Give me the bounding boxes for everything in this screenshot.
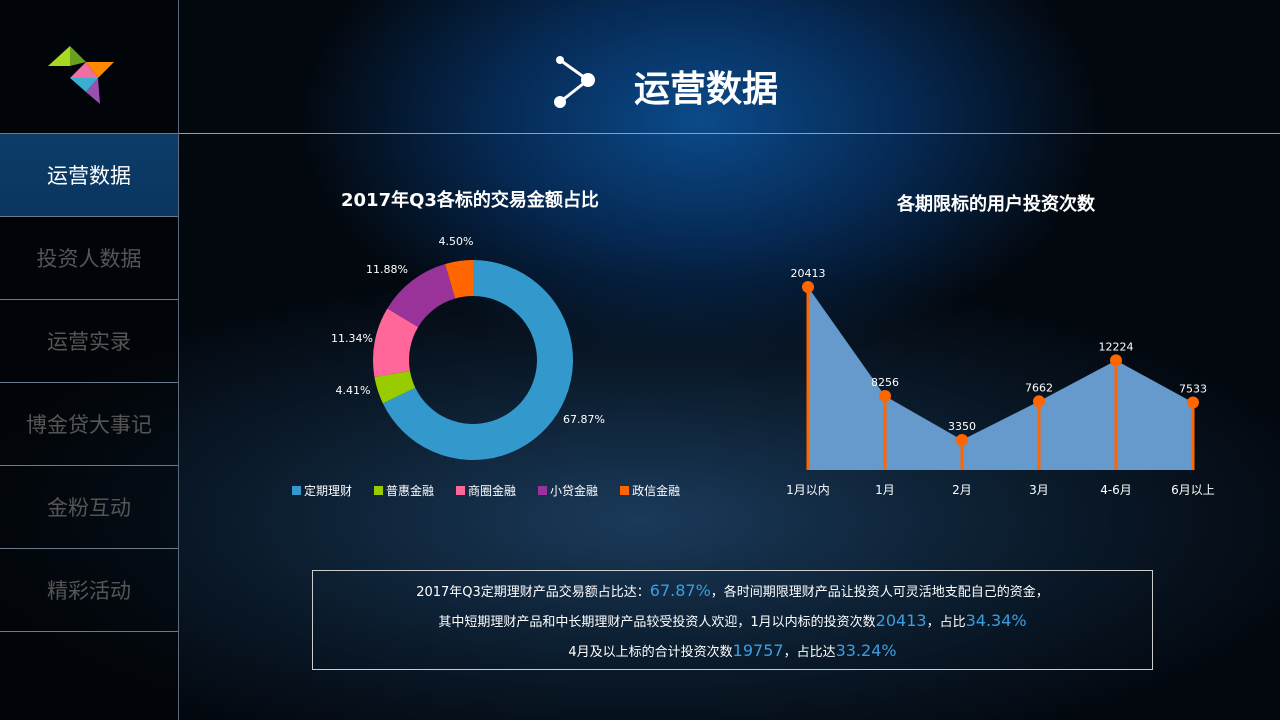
nav-divider	[0, 631, 178, 632]
summary-text: ，各时间期限理财产品让投资人可灵活地支配自己的资金，	[710, 585, 1049, 600]
legend-swatch	[538, 486, 548, 495]
summary-highlight: 33.24%	[835, 641, 897, 660]
summary-highlight: 34.34%	[965, 611, 1027, 630]
summary-highlight: 19757	[732, 641, 784, 660]
donut-slice	[373, 308, 419, 378]
page-title: 运营数据	[634, 69, 779, 110]
summary-highlight: 20413	[875, 611, 927, 630]
slice-label: 4.41%	[336, 384, 371, 397]
sidebar-item[interactable]: 投资人数据	[0, 216, 178, 299]
area-chart-title: 各期限标的用户投资次数	[897, 194, 1095, 215]
sidebar-item[interactable]: 精彩活动	[0, 548, 178, 631]
slice-label: 4.50%	[439, 235, 474, 248]
donut-slice	[387, 263, 456, 328]
slice-label: 67.87%	[563, 413, 605, 426]
legend-swatch	[620, 486, 630, 495]
legend-swatch	[456, 486, 466, 495]
summary-text: ，占比	[926, 615, 966, 630]
legend-swatch	[292, 486, 301, 495]
summary-text: 2017年Q3定期理财产品交易额占比达：	[416, 585, 650, 600]
sidebar-nav: 运营数据 投资人数据 运营实录 博金贷大事记 金粉互动 精彩活动	[0, 133, 178, 632]
summary-text: 其中短期理财产品和中长期理财产品较受投资人欢迎，1月以内标的投资次数	[438, 615, 876, 630]
slice-label: 11.34%	[331, 332, 373, 345]
donut-slice	[382, 260, 573, 460]
legend-label: 普惠金融	[386, 484, 435, 498]
summary-text: ，占比达	[783, 645, 836, 660]
legend-item[interactable]: 政信金融	[620, 482, 680, 499]
sidebar-item[interactable]: 金粉互动	[0, 465, 178, 548]
summary-box: 2017年Q3定期理财产品交易额占比达：67.87%，各时间期限理财产品让投资人…	[312, 570, 1153, 670]
legend-label: 小贷金融	[550, 484, 599, 498]
logo-icon	[48, 46, 114, 104]
sidebar-item[interactable]: 运营实录	[0, 299, 178, 382]
donut-legend: 定期理财 普惠金融 商圈金融 小贷金融 政信金融	[292, 482, 680, 499]
header-divider	[179, 133, 1280, 134]
legend-item[interactable]: 定期理财	[292, 482, 352, 499]
legend-item[interactable]: 普惠金融	[374, 482, 434, 499]
sidebar-item[interactable]: 运营数据	[0, 133, 178, 216]
legend-item[interactable]: 小贷金融	[538, 482, 598, 499]
donut-slice	[374, 370, 416, 404]
slice-label: 11.88%	[366, 263, 408, 276]
legend-item[interactable]: 商圈金融	[456, 482, 516, 499]
sidebar-item[interactable]: 博金贷大事记	[0, 382, 178, 465]
summary-text: 4月及以上标的合计投资次数	[568, 645, 733, 660]
legend-swatch	[374, 486, 384, 495]
legend-label: 商圈金融	[468, 484, 517, 498]
share-network-icon	[554, 56, 595, 108]
legend-label: 政信金融	[632, 484, 681, 498]
donut-chart-title: 2017年Q3各标的交易金额占比	[341, 190, 599, 211]
donut-slice	[445, 260, 473, 299]
summary-highlight: 67.87%	[649, 581, 711, 600]
legend-label: 定期理财	[304, 484, 353, 498]
sidebar: 运营数据 投资人数据 运营实录 博金贷大事记 金粉互动 精彩活动	[0, 0, 179, 720]
